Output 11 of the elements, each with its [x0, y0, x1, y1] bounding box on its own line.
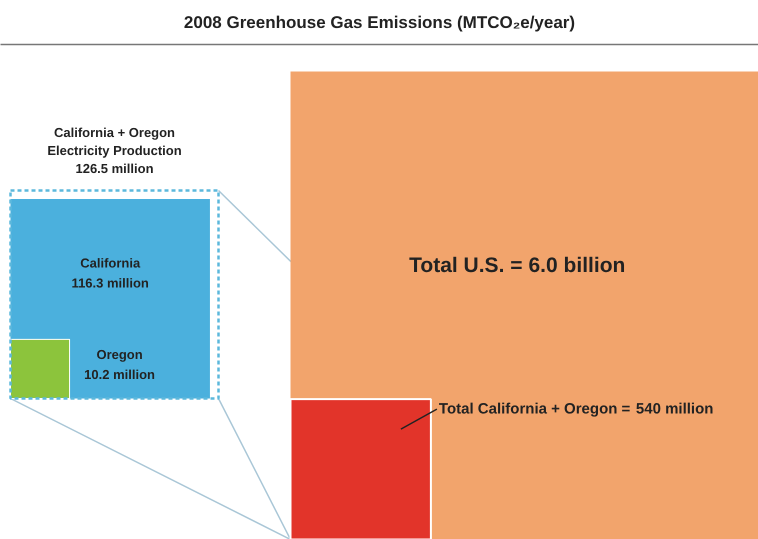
category-label: California [80, 256, 141, 271]
category-label: California + Oregon Electricity Production [47, 125, 182, 158]
data-label: 126.5 million [75, 161, 154, 176]
category-label: Total California + Oregon = [438, 400, 631, 418]
category-label: Oregon [96, 347, 143, 362]
data-label: 116.3 million [72, 276, 149, 291]
data-label: 540 million [636, 400, 714, 418]
text: 2008 Greenhouse Gas Emissions (MTCO₂e/year) [184, 13, 576, 32]
data-label: 6.0 billion [528, 254, 626, 277]
data-label: 10.2 million [84, 367, 156, 382]
category-label: Total U.S. = [409, 254, 523, 277]
